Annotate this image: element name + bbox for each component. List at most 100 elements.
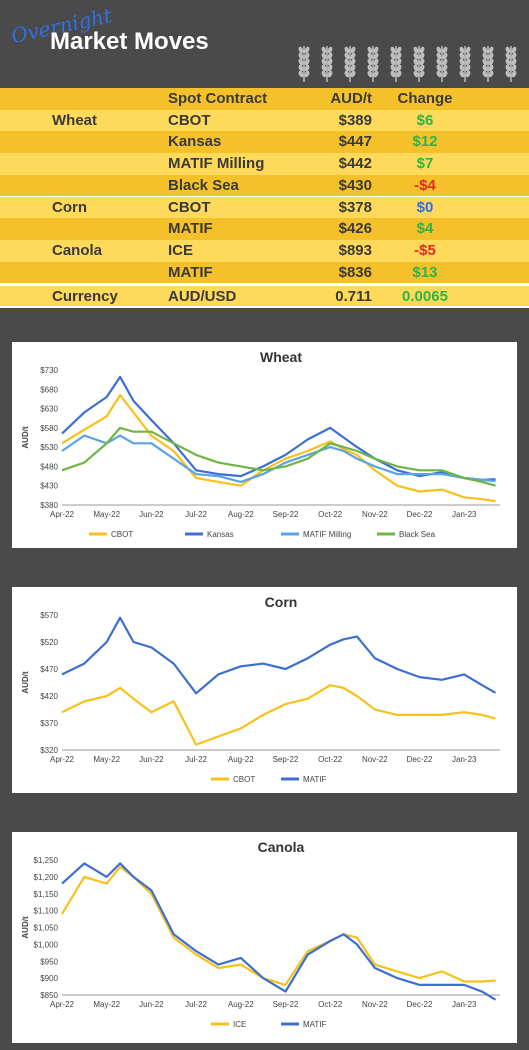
price-value: $378 — [338, 198, 372, 216]
y-tick-label: $950 — [40, 957, 58, 966]
series-line-matif — [61, 862, 497, 1001]
header: Overnight Market Moves — [0, 0, 529, 88]
x-tick-label: Apr-22 — [50, 755, 75, 764]
x-tick-label: Jun-22 — [139, 510, 164, 519]
table-row: Black Sea $430 -$4 — [0, 174, 529, 197]
y-axis-label: AUD/t — [21, 916, 30, 939]
x-tick-label: Oct-22 — [318, 755, 343, 764]
series-line-cbot — [61, 684, 496, 746]
contract-label: AUD/USD — [168, 288, 237, 306]
table-row: MATIF $836 $13 — [0, 261, 529, 284]
y-tick-label: $320 — [40, 746, 58, 755]
y-tick-label: $420 — [40, 692, 58, 701]
contract-label: Black Sea — [168, 176, 239, 194]
y-tick-label: $630 — [40, 405, 58, 414]
chart-title: Wheat — [260, 349, 302, 365]
chart-title: Corn — [265, 594, 298, 610]
price-value: $893 — [338, 241, 372, 259]
change-value: $4 — [416, 220, 434, 238]
page-title: Market Moves — [50, 28, 209, 55]
x-tick-label: Nov-22 — [362, 1000, 388, 1009]
x-tick-label: Jan-23 — [452, 755, 477, 764]
x-tick-label: May-22 — [93, 1000, 120, 1009]
corn-chart: Corn $320 $370 $420 $470 $520 $570 AUD/t Apr-22 M… — [12, 587, 517, 793]
price-value: $430 — [338, 176, 372, 194]
change-value: $6 — [416, 111, 434, 129]
x-tick-label: Jun-22 — [139, 1000, 164, 1009]
y-tick-label: $430 — [40, 482, 58, 491]
x-tick-label: Jul-22 — [185, 1000, 207, 1009]
table-row: MATIF $426 $4 — [0, 218, 529, 240]
table-row: MATIF Milling $442 $7 — [0, 153, 529, 175]
legend-label: MATIF — [303, 1020, 327, 1029]
x-tick-label: Nov-22 — [362, 755, 388, 764]
y-tick-label: $380 — [40, 501, 58, 510]
legend-label: ICE — [233, 1020, 246, 1029]
table-row: Canola ICE $893 -$5 — [0, 239, 529, 262]
x-tick-label: Nov-22 — [362, 510, 388, 519]
table-row: Corn CBOT $378 $0 — [0, 196, 529, 219]
y-axis-label: AUD/t — [21, 671, 30, 694]
x-tick-label: Jan-23 — [452, 510, 477, 519]
wheat-stalk-icon — [298, 46, 517, 82]
y-tick-label: $530 — [40, 443, 58, 452]
series-line-black-sea — [61, 426, 496, 487]
x-tick-label: May-22 — [93, 510, 120, 519]
chart-background — [12, 342, 517, 548]
price-value: $442 — [338, 155, 372, 173]
change-value: -$5 — [414, 241, 436, 259]
group-label: Canola — [52, 241, 103, 259]
x-tick-label: Jun-22 — [139, 755, 164, 764]
group-label: Wheat — [52, 111, 97, 129]
chart-title: Canola — [258, 839, 305, 855]
x-tick-label: Sep-22 — [273, 1000, 299, 1009]
change-value: -$4 — [414, 176, 436, 194]
x-tick-label: Oct-22 — [318, 510, 343, 519]
table-row: Currency AUD/USD 0.711 0.0065 — [0, 284, 529, 306]
y-tick-label: $470 — [40, 665, 58, 674]
y-axis-label: AUD/t — [21, 426, 30, 449]
y-tick-label: $1,150 — [34, 890, 59, 899]
series-line-matif-milling — [61, 434, 496, 483]
y-tick-label: $1,200 — [34, 873, 59, 882]
y-tick-label: $730 — [40, 366, 58, 375]
contract-label: MATIF — [168, 220, 213, 238]
x-tick-label: Sep-22 — [273, 755, 299, 764]
contract-label: Kansas — [168, 133, 222, 151]
contract-label: CBOT — [168, 198, 211, 216]
contract-label: ICE — [168, 241, 194, 259]
contract-label: MATIF Milling — [168, 155, 265, 173]
x-tick-label: Sep-22 — [273, 510, 299, 519]
contract-label: MATIF — [168, 263, 213, 281]
header-spot-contract: Spot Contract — [168, 90, 268, 107]
y-tick-label: $900 — [40, 974, 58, 983]
table-header-row: Spot Contract AUD/t Change — [0, 88, 529, 110]
chart-background — [12, 832, 517, 1043]
x-tick-label: Dec-22 — [407, 1000, 433, 1009]
contract-label: CBOT — [168, 111, 211, 129]
y-tick-label: $370 — [40, 719, 58, 728]
price-value: $836 — [338, 263, 372, 281]
x-tick-label: Apr-22 — [50, 1000, 75, 1009]
legend-label: Black Sea — [399, 530, 436, 539]
header-change: Change — [397, 90, 453, 107]
legend-label: CBOT — [233, 775, 255, 784]
x-tick-label: May-22 — [93, 755, 120, 764]
y-tick-label: $1,000 — [34, 940, 59, 949]
y-tick-label: $680 — [40, 385, 58, 394]
x-tick-label: Jul-22 — [185, 510, 207, 519]
change-value: $7 — [416, 155, 434, 173]
change-value: 0.0065 — [402, 288, 448, 306]
y-tick-label: $1,250 — [34, 856, 59, 865]
change-value: $0 — [416, 198, 434, 216]
x-tick-label: Oct-22 — [318, 1000, 343, 1009]
series-line-matif — [61, 616, 497, 695]
market-table: Spot Contract AUD/t Change Wheat CBOT $389… — [0, 88, 529, 308]
legend-label: Kansas — [207, 530, 234, 539]
chart-background — [12, 587, 517, 793]
y-tick-label: $520 — [40, 638, 58, 647]
y-tick-label: $580 — [40, 424, 58, 433]
price-value: $389 — [338, 111, 372, 129]
price-value: $447 — [338, 133, 372, 151]
y-tick-label: $480 — [40, 462, 58, 471]
